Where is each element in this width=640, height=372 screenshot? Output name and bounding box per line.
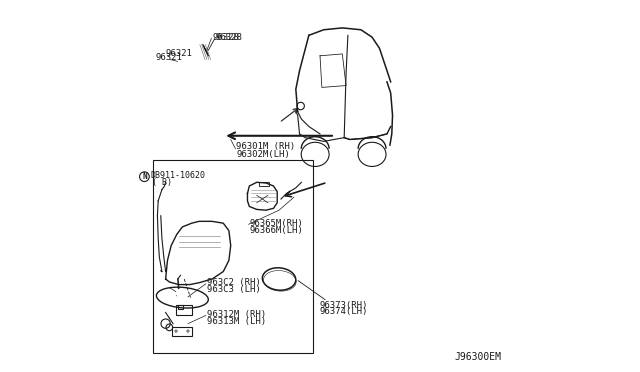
- Text: 96374(LH): 96374(LH): [320, 307, 369, 316]
- Text: J96300EM: J96300EM: [454, 352, 502, 362]
- Text: 96328: 96328: [216, 33, 243, 42]
- Text: 963C3 (LH): 963C3 (LH): [207, 285, 260, 294]
- Text: 96302M(LH): 96302M(LH): [236, 150, 290, 159]
- Text: 96328: 96328: [212, 33, 239, 42]
- Text: DB911-10620: DB911-10620: [151, 171, 205, 180]
- Text: 963C2 (RH): 963C2 (RH): [207, 278, 260, 287]
- Text: 96365M(RH): 96365M(RH): [250, 219, 303, 228]
- Text: 96321: 96321: [156, 53, 182, 62]
- Text: 96301M (RH): 96301M (RH): [236, 142, 296, 151]
- Text: N: N: [142, 172, 147, 181]
- Text: 96313M (LH): 96313M (LH): [207, 317, 266, 326]
- Text: 96312M (RH): 96312M (RH): [207, 310, 266, 319]
- Text: 96321: 96321: [166, 49, 193, 58]
- Text: ( B): ( B): [152, 178, 172, 187]
- Text: 96373(RH): 96373(RH): [320, 301, 369, 310]
- Text: 96366M(LH): 96366M(LH): [250, 226, 303, 235]
